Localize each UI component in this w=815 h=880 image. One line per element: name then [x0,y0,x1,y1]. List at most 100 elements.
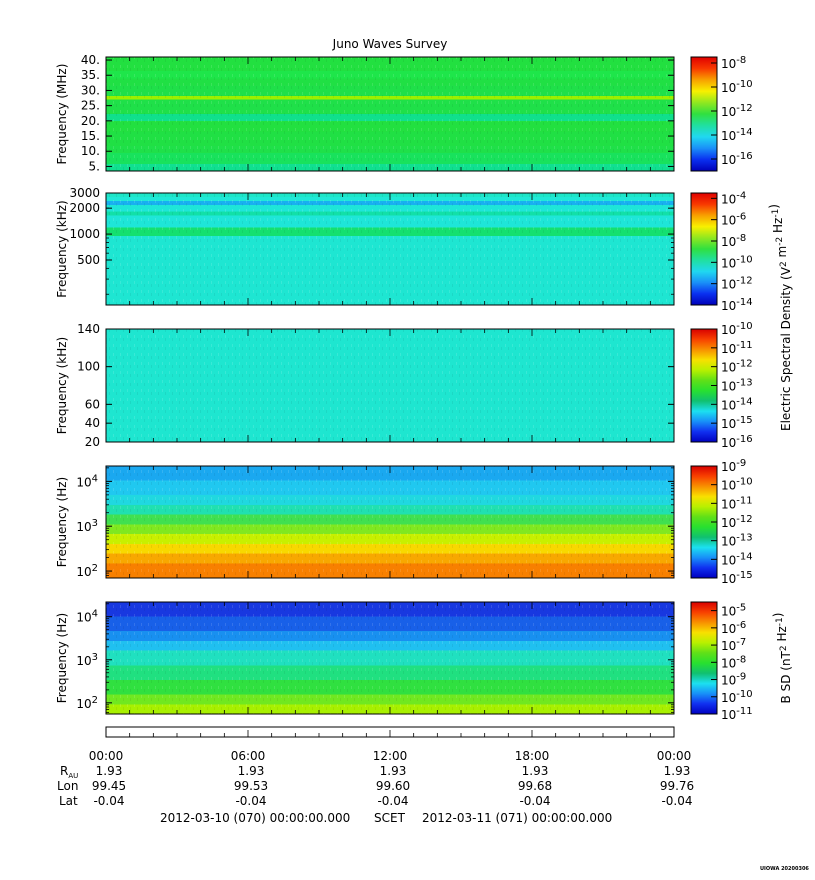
y-axis-label-5: Frequency (Hz) [55,613,69,704]
footer-credit: UIOWA 20200306 [760,866,809,872]
colorbar-tick-label: 10-14 [721,127,753,143]
colorbar-tick-label: 10-6 [721,620,746,636]
colorbar-tick-label: 10-11 [721,495,753,511]
y-tick-label: 15. [81,129,100,143]
colorbar-tick-label: 10-13 [721,533,753,549]
y-axis-label-4: Frequency (Hz) [55,477,69,568]
colorbar-tick-label: 10-5 [721,603,746,619]
ephemeris-value-lon: 99.76 [660,779,694,793]
footer-frame: SCET [374,811,405,825]
ephemeris-label-rau: RAU [60,764,78,780]
colorbar-tick-label: 10-8 [721,55,746,71]
y-tick-label: 100 [77,360,100,374]
y-axis-label-1: Frequency (MHz) [55,64,69,165]
y-tick-label: 140 [77,322,100,336]
y-tick-label: 1000 [69,227,100,241]
colorbar-tick-label: 10-16 [721,151,753,167]
y-axis-label-2: Frequency (kHz) [55,200,69,297]
colorbar-tick-label: 10-13 [721,378,753,394]
ephemeris-value-lon: 99.68 [518,779,552,793]
y-tick-label: 102 [76,695,98,711]
ephemeris-value-lat: -0.04 [93,794,124,808]
colorbar-tick-label: 10-15 [721,570,753,586]
y-tick-label: 25. [81,99,100,113]
x-tick-label: 00:00 [657,749,692,763]
ephemeris-value-r_au: 1.93 [522,764,549,778]
colorbar-tick-label: 10-12 [721,359,753,375]
colorbar-tick-label: 10-10 [721,254,753,270]
colorbar-tick-label: 10-12 [721,276,753,292]
colorbar-tick-label: 10-6 [721,212,746,228]
y-tick-label: 35. [81,68,100,82]
colorbar-2 [690,192,718,306]
spectrogram-texture-5 [106,602,674,714]
ephemeris-label-lon: Lon [57,779,78,793]
ephemeris-value-lat: -0.04 [661,794,692,808]
ephemeris-value-lon: 99.45 [92,779,126,793]
colorbar-tick-label: 10-10 [721,321,753,337]
colorbar-tick-label: 10-4 [721,190,746,206]
panel-1: 5.10.15.20.25. 30.35.40. Frequency (MHz) 10… [55,53,753,173]
footer-end: 2012-03-11 (071) 00:00:00.000 [422,811,613,825]
chart-title: Juno Waves Survey [332,37,448,51]
ephemeris-value-r_au: 1.93 [238,764,265,778]
colorbar-tick-label: 10-8 [721,654,746,670]
y-tick-label: 20 [85,435,100,449]
colorbar-tick-label: 10-7 [721,637,746,653]
colorbar-tick-label: 10-14 [721,551,753,567]
y-tick-label: 2000 [69,201,100,215]
x-tick-label: 06:00 [231,749,266,763]
ephemeris-value-r_au: 1.93 [664,764,691,778]
colorbar-title-1: Electric Spectral Density (V2 m-2 Hz-1) [767,204,793,431]
spectrogram-texture-2 [106,193,674,305]
colorbar-tick-label: 10-10 [721,79,753,95]
y-tick-label: 102 [76,563,98,579]
y-tick-label: 40 [85,416,100,430]
colorbar-tick-label: 10-8 [721,233,746,249]
footer-start: 2012-03-10 (070) 00:00:00.000 [160,811,351,825]
x-tick-label: 12:00 [373,749,408,763]
ephemeris-label-lat: Lat [59,794,78,808]
colorbar-tick-label: 10-10 [721,689,753,705]
ephemeris-value-lon: 99.53 [234,779,268,793]
ephemeris-value-lat: -0.04 [377,794,408,808]
colorbar-tick-label: 10-15 [721,415,753,431]
colorbar-tick-label: 10-14 [721,297,753,313]
colorbar-tick-label: 10-11 [721,706,753,722]
colorbar-title-2: B SD (nT2 Hz-1) [771,613,793,704]
colorbar-tick-label: 10-10 [721,477,753,493]
colorbar-tick-label: 10-9 [721,672,746,688]
colorbar-tick-label: 10-11 [721,340,753,356]
colorbar-tick-label: 10-12 [721,103,753,119]
time-axis: 00:00 06:00 12:00 18:00 00:00 [89,726,692,763]
y-tick-label: 104 [76,609,98,625]
colorbar-tick-label: 10-12 [721,514,753,530]
y-tick-label: 3000 [69,186,100,200]
colorbar-tick-label: 10-16 [721,434,753,450]
x-tick-label: 18:00 [515,749,550,763]
y-tick-label: 60 [85,397,100,411]
ephemeris-value-r_au: 1.93 [380,764,407,778]
spectrogram-texture-4 [106,466,674,578]
y-tick-label: 104 [76,473,98,489]
y-tick-label: 10. [81,144,100,158]
ephemeris-value-lon: 99.60 [376,779,410,793]
ephemeris-value-lat: -0.04 [519,794,550,808]
y-tick-label: 30. [81,83,100,97]
y-tick-label: 40. [81,53,100,67]
y-tick-label: 500 [77,253,100,267]
y-tick-label: 103 [76,518,98,534]
colorbar-5 [690,601,718,715]
y-tick-label: 103 [76,652,98,668]
ephemeris-value-lat: -0.04 [235,794,266,808]
spectrogram-texture-3 [106,329,674,442]
ephemeris-value-r_au: 1.93 [96,764,123,778]
panel-4: 102 103 104 Frequency (Hz) 10-15 10-14 10-13 10… [55,458,753,586]
spectrogram-texture-1 [106,57,674,171]
colorbar-1 [690,56,718,172]
y-axis-label-3: Frequency (kHz) [55,337,69,434]
